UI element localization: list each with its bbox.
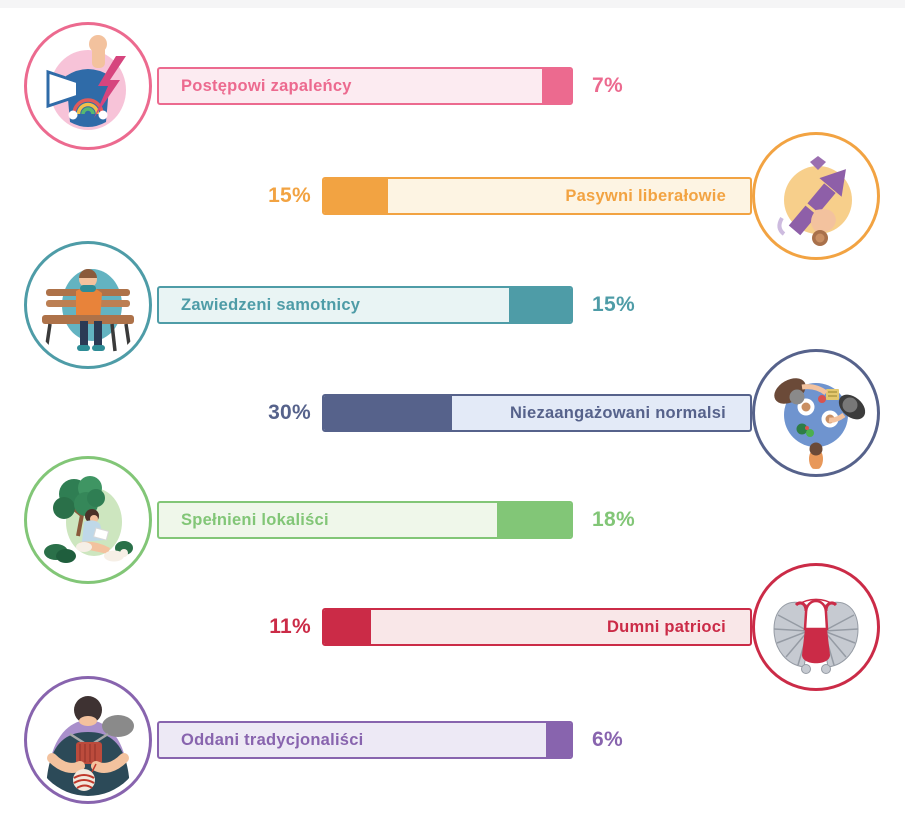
growth-arrow-hand-icon xyxy=(760,140,872,252)
segment-value: 15% xyxy=(268,184,311,207)
segment-bar: Postępowi zapaleńcy xyxy=(157,67,573,105)
person-on-bench-icon xyxy=(32,249,144,361)
segment-label: Oddani tradycjonaliści xyxy=(181,730,364,749)
segment-value: 6% xyxy=(592,728,623,751)
segment-value: 30% xyxy=(268,401,311,424)
segment-icon-circle xyxy=(752,563,880,691)
segment-value: 18% xyxy=(592,508,635,531)
dinner-table-icon xyxy=(760,357,872,469)
segment-fill xyxy=(324,396,452,430)
segment-bar: Oddani tradycjonaliści xyxy=(157,721,573,759)
segment-fill xyxy=(324,179,388,213)
segment-label: Pasywni liberałowie xyxy=(565,186,726,205)
segment-icon-circle xyxy=(24,22,152,150)
segment-fill xyxy=(509,288,571,322)
top-edge-strip xyxy=(0,0,905,8)
segment-bar: Dumni patrioci xyxy=(322,608,752,646)
segment-icon-circle xyxy=(24,456,152,584)
segment-icon-circle xyxy=(24,676,152,804)
segment-label: Postępowi zapaleńcy xyxy=(181,76,352,95)
reading-under-tree-icon xyxy=(32,464,144,576)
segment-bar: Pasywni liberałowie xyxy=(322,177,752,215)
segment-label: Niezaangażowani normalsi xyxy=(510,403,726,422)
segment-bar: Spełnieni lokaliści xyxy=(157,501,573,539)
segment-fill xyxy=(324,610,371,644)
segment-icon-circle xyxy=(752,132,880,260)
segment-value: 11% xyxy=(269,615,311,638)
segment-label: Dumni patrioci xyxy=(606,617,726,636)
segment-value: 15% xyxy=(592,293,635,316)
knitting-hands-icon xyxy=(32,684,144,796)
segment-label: Spełnieni lokaliści xyxy=(181,510,329,529)
winged-hussar-icon xyxy=(760,571,872,683)
segment-fill xyxy=(546,723,571,757)
segment-fill xyxy=(496,503,571,537)
segment-bar: Zawiedzeni samotnicy xyxy=(157,286,573,324)
segment-icon-circle xyxy=(752,349,880,477)
segment-label: Zawiedzeni samotnicy xyxy=(181,295,361,314)
segment-icon-circle xyxy=(24,241,152,369)
segment-fill xyxy=(542,69,571,103)
segment-bar: Niezaangażowani normalsi xyxy=(322,394,752,432)
protest-fist-backpack-icon xyxy=(32,30,144,142)
segment-value: 7% xyxy=(592,74,623,97)
